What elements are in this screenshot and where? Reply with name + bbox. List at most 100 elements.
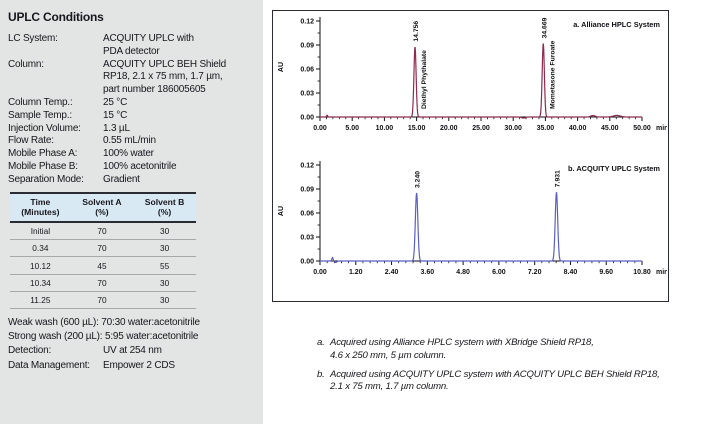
svg-text:20.00: 20.00 xyxy=(440,125,458,132)
table-cell: 30 xyxy=(133,291,196,310)
svg-text:min: min xyxy=(656,269,667,276)
strong-wash-note: Strong wash (200 µL): 5:95 water:acetoni… xyxy=(8,330,199,342)
table-cell: 30 xyxy=(133,221,196,240)
svg-text:50.00: 50.00 xyxy=(633,125,651,132)
svg-text:6.00: 6.00 xyxy=(492,269,506,276)
svg-text:4.80: 4.80 xyxy=(456,269,470,276)
svg-text:30.00: 30.00 xyxy=(504,125,522,132)
table-cell: 11.25 xyxy=(10,291,71,310)
condition-row-flow-rate: Flow Rate: 0.55 mL/min xyxy=(8,135,255,148)
svg-text:b. ACQUITY UPLC System: b. ACQUITY UPLC System xyxy=(568,164,660,173)
svg-text:AU: AU xyxy=(278,206,285,216)
table-cell: 70 xyxy=(70,291,134,310)
condition-value: 1.3 µL xyxy=(103,122,130,134)
svg-text:Diethyl Phythalate: Diethyl Phythalate xyxy=(421,50,428,109)
condition-label: Flow Rate: xyxy=(8,135,54,147)
condition-row-injection-volume: Injection Volume: 1.3 µL xyxy=(8,123,255,136)
svg-text:0.00: 0.00 xyxy=(313,269,327,276)
svg-text:7.20: 7.20 xyxy=(528,269,542,276)
condition-row-detection: Detection: UV at 254 nm xyxy=(8,345,255,358)
svg-text:5.00: 5.00 xyxy=(345,125,359,132)
table-cell: 30 xyxy=(133,274,196,293)
condition-row-column: Column: ACQUITY UPLC BEH Shield RP18, 2.… xyxy=(8,59,255,97)
gradient-table-header-row: Time (Minutes) Solvent A (%) Solvent B (… xyxy=(10,191,196,223)
svg-text:3.60: 3.60 xyxy=(421,269,435,276)
condition-label: Injection Volume: xyxy=(8,122,81,134)
chromatogram-figure-box: 0.00 0.03 0.06 0.09 0.12 0.00 5.00 10.00 15.00 20… xyxy=(272,10,669,302)
table-row: Initial 70 30 xyxy=(10,221,196,240)
condition-label: Mobile Phase B: xyxy=(8,160,78,172)
chromatogram-acquity-uplc: 0.00 0.03 0.06 0.09 0.12 0.00 1.20 2.40 3.60 4.80… xyxy=(274,157,668,304)
table-row: 0.34 70 30 xyxy=(10,239,196,258)
footnote-marker: b. xyxy=(317,368,325,380)
condition-value: 25 °C xyxy=(103,96,128,108)
svg-text:34.669: 34.669 xyxy=(541,17,548,38)
svg-text:1.20: 1.20 xyxy=(349,269,363,276)
condition-label: Separation Mode: xyxy=(8,173,84,185)
svg-text:0.06: 0.06 xyxy=(300,211,314,218)
table-row: 11.25 70 30 xyxy=(10,291,196,310)
condition-label: Data Management: xyxy=(8,360,90,372)
condition-row-data-management: Data Management: Empower 2 CDS xyxy=(8,360,255,373)
svg-text:10.80: 10.80 xyxy=(633,269,651,276)
weak-wash-note: Weak wash (600 µL): 70:30 water:acetonit… xyxy=(8,317,200,329)
condition-value: 100% water xyxy=(103,148,154,160)
svg-text:0.03: 0.03 xyxy=(300,235,314,242)
footnote-b: b. Acquired using ACQUITY UPLC system wi… xyxy=(317,369,687,395)
condition-value: 15 °C xyxy=(103,109,128,121)
uplc-conditions-panel: UPLC Conditions LC System: ACQUITY UPLC … xyxy=(0,0,263,424)
footnote-text: Acquired using ACQUITY UPLC system with … xyxy=(330,368,660,393)
table-cell: 30 xyxy=(133,239,196,258)
svg-text:2.40: 2.40 xyxy=(385,269,399,276)
svg-text:min: min xyxy=(656,125,667,132)
svg-text:3.240: 3.240 xyxy=(415,171,422,188)
svg-text:35.00: 35.00 xyxy=(537,125,555,132)
condition-label: Column Temp.: xyxy=(8,96,73,108)
table-row: 10.34 70 30 xyxy=(10,274,196,293)
svg-text:40.00: 40.00 xyxy=(569,125,587,132)
table-cell: 10.12 xyxy=(10,256,71,275)
table-cell: Initial xyxy=(10,221,71,240)
svg-text:0.00: 0.00 xyxy=(300,259,314,266)
condition-row-separation-mode: Separation Mode: Gradient xyxy=(8,174,255,187)
condition-row-lc-system: LC System: ACQUITY UPLC with PDA detecto… xyxy=(8,33,255,59)
svg-text:0.00: 0.00 xyxy=(313,125,327,132)
condition-value: 100% acetonitrile xyxy=(103,160,177,172)
figure-footnotes: a. Acquired using Alliance HPLC system w… xyxy=(317,337,687,400)
table-cell: 70 xyxy=(70,239,134,258)
table-cell: 55 xyxy=(133,256,196,275)
footnote-marker: a. xyxy=(317,337,325,348)
svg-text:Mometasone Furoate: Mometasone Furoate xyxy=(549,40,556,109)
condition-row-mobile-phase-b: Mobile Phase B: 100% acetonitrile xyxy=(8,161,255,174)
svg-text:AU: AU xyxy=(278,62,285,72)
condition-value: Gradient xyxy=(103,173,140,185)
table-cell: 10.34 xyxy=(10,274,71,293)
table-cell: 0.34 xyxy=(10,239,71,258)
svg-text:7.931: 7.931 xyxy=(554,170,561,187)
footnote-text: Acquired using Alliance HPLC system with… xyxy=(330,337,594,361)
svg-text:0.09: 0.09 xyxy=(300,43,314,50)
table-cell: 45 xyxy=(70,256,134,275)
gradient-table-header: Solvent A (%) xyxy=(70,191,134,223)
condition-value: UV at 254 nm xyxy=(103,345,162,357)
svg-text:45.00: 45.00 xyxy=(601,125,619,132)
svg-text:a. Alliance HPLC System: a. Alliance HPLC System xyxy=(573,20,660,29)
condition-label: Column: xyxy=(8,58,44,70)
svg-text:0.12: 0.12 xyxy=(300,163,314,170)
condition-value: Empower 2 CDS xyxy=(103,360,175,372)
condition-label: Sample Temp.: xyxy=(8,109,72,121)
condition-label: LC System: xyxy=(8,33,58,44)
footnote-a: a. Acquired using Alliance HPLC system w… xyxy=(317,337,687,363)
condition-row-column-temp: Column Temp.: 25 °C xyxy=(8,97,255,110)
svg-text:0.06: 0.06 xyxy=(300,67,314,74)
table-cell: 70 xyxy=(70,221,134,240)
table-cell: 70 xyxy=(70,274,134,293)
gradient-table: Time (Minutes) Solvent A (%) Solvent B (… xyxy=(10,191,196,310)
svg-text:25.00: 25.00 xyxy=(472,125,490,132)
table-row: 10.12 45 55 xyxy=(10,256,196,275)
condition-row-sample-temp: Sample Temp.: 15 °C xyxy=(8,110,255,123)
condition-value: ACQUITY UPLC BEH Shield RP18, 2.1 x 75 m… xyxy=(103,58,227,96)
svg-text:15.00: 15.00 xyxy=(408,125,426,132)
svg-text:8.40: 8.40 xyxy=(564,269,578,276)
svg-text:10.00: 10.00 xyxy=(376,125,394,132)
